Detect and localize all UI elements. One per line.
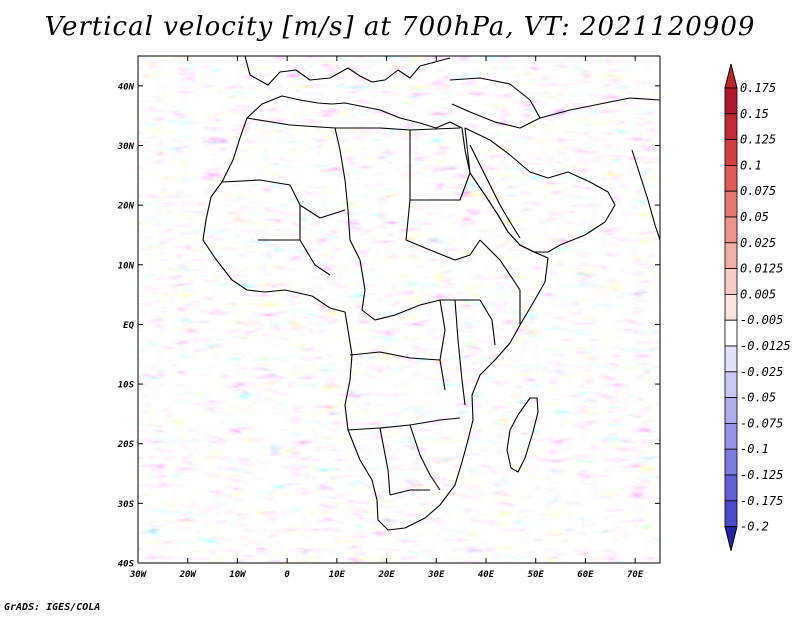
colorbar-label: 0.025 (740, 236, 776, 250)
colorbar-swatch (724, 319, 738, 347)
colorbar-label: 0.005 (740, 287, 776, 301)
colorbar-swatch (724, 216, 738, 244)
colorbar-label: 0.0125 (740, 262, 783, 276)
colorbar-swatch (724, 474, 738, 502)
lon-tick-label: 70E (627, 570, 644, 580)
colorbar-label: 0.15 (740, 107, 769, 121)
lon-tick-label: 30W (129, 570, 148, 580)
colorbar-label: 0.125 (740, 133, 776, 147)
lat-tick-label: 10N (118, 261, 135, 271)
lon-tick-label: 10E (329, 570, 346, 580)
lat-tick-label: EQ (123, 321, 134, 331)
colorbar-label: -0.125 (740, 468, 783, 482)
vertical-velocity-field (138, 56, 660, 563)
colorbar-label: -0.175 (740, 494, 783, 508)
longitude-axis: 30W 20W 10W 0 10E 20E 30E 40E 50E 60E 70E (129, 56, 644, 580)
lon-tick-label: 10W (229, 570, 247, 580)
colorbar: 0.175 0.15 0.125 0.1 0.075 0.05 0.025 0.0125 0.0… (724, 63, 791, 551)
colorbar-swatch (724, 500, 738, 527)
colorbar-swatch (724, 190, 738, 218)
colorbar-label: 0.05 (740, 210, 769, 224)
colorbar-swatch (724, 242, 738, 270)
lon-tick-label: 50E (528, 570, 545, 580)
colorbar-label: 0.1 (740, 158, 762, 172)
lon-tick-label: 0 (284, 570, 290, 580)
colorbar-label: -0.025 (740, 365, 783, 379)
lon-tick-label: 60E (577, 570, 594, 580)
plot-frame (137, 55, 661, 564)
map-title: Vertical velocity [m/s] at 700hPa, VT: 2… (44, 12, 756, 42)
lat-tick-label: 20S (117, 440, 135, 450)
colorbar-swatch (724, 164, 738, 192)
lat-tick-label: 30S (117, 500, 135, 510)
colorbar-label: -0.05 (740, 391, 776, 405)
footer-credit: GrADS: IGES/COLA (4, 602, 101, 613)
latitude-axis: 40N 30N 20N 10N EQ 10S 20S 30S 40S (117, 82, 660, 570)
lon-tick-label: 20E (377, 570, 395, 580)
colorbar-swatch (724, 345, 738, 373)
lon-tick-label: 20W (179, 570, 198, 580)
lat-tick-label: 30N (117, 142, 135, 152)
lat-tick-label: 40N (118, 82, 135, 92)
colorbar-label: 0.075 (740, 184, 776, 198)
colorbar-swatch (724, 371, 738, 398)
colorbar-label: 0.175 (740, 81, 776, 95)
colorbar-bottom-triangle (724, 526, 738, 551)
colorbar-swatch (724, 113, 738, 141)
colorbar-swatch (724, 268, 738, 295)
lat-tick-label: 10S (118, 381, 135, 391)
colorbar-label: -0.075 (740, 416, 783, 430)
coastlines-and-borders (202, 56, 660, 531)
colorbar-label: -0.005 (740, 313, 783, 327)
colorbar-swatch (724, 422, 738, 450)
lon-tick-label: 40E (478, 570, 495, 580)
lon-tick-label: 30E (427, 570, 445, 580)
colorbar-label: -0.2 (740, 520, 769, 534)
colorbar-label: -0.1 (740, 442, 769, 456)
lat-tick-label: 20N (117, 202, 135, 212)
colorbar-swatch (724, 293, 738, 321)
colorbar-swatch (724, 87, 738, 115)
colorbar-swatch (724, 448, 738, 476)
colorbar-swatch (724, 139, 738, 166)
lat-tick-label: 40S (118, 560, 135, 570)
colorbar-top-triangle (724, 63, 738, 89)
colorbar-label: -0.0125 (740, 339, 791, 353)
colorbar-swatch (724, 397, 738, 424)
